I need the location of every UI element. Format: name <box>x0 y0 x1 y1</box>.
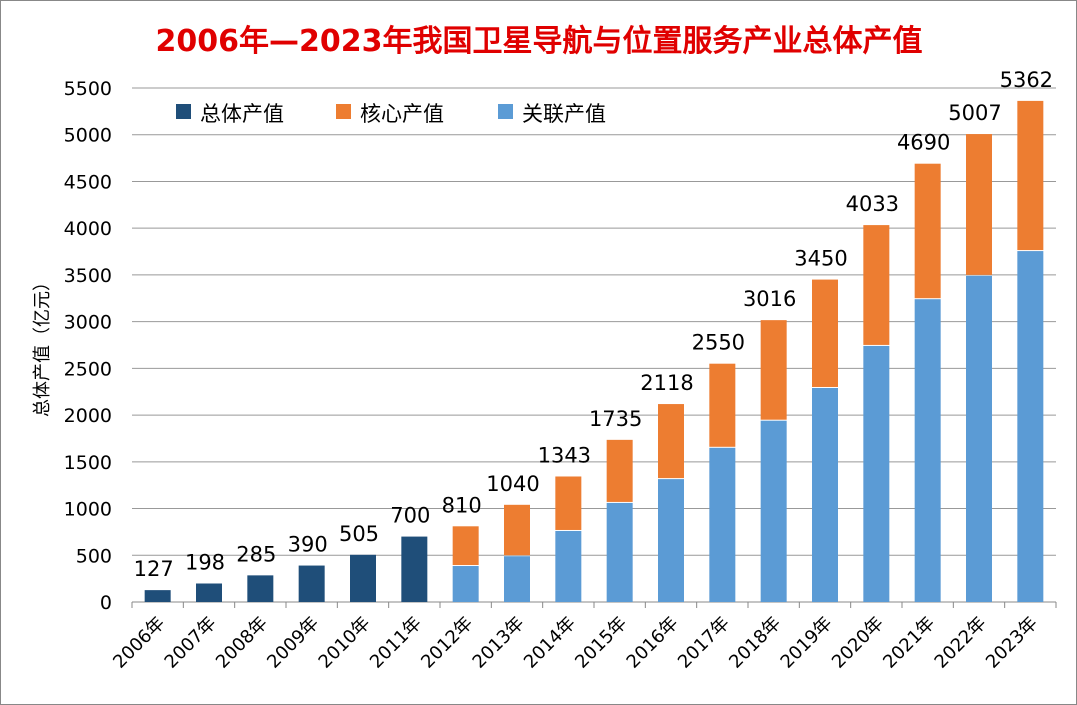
data-label: 1735 <box>589 407 642 431</box>
bar-related-2022年 <box>966 275 992 602</box>
bar-related-2012年 <box>452 566 479 602</box>
bar-core-2015年 <box>606 439 633 502</box>
data-label: 127 <box>134 557 174 581</box>
x-tick-label: 2009年 <box>263 613 323 673</box>
data-label: 390 <box>288 533 328 557</box>
legend-swatch <box>498 104 513 119</box>
x-tick-label: 2023年 <box>982 613 1042 673</box>
y-tick-label: 5500 <box>64 78 112 100</box>
y-tick-label: 0 <box>100 592 112 614</box>
bar-core-2013年 <box>504 504 530 556</box>
data-label: 505 <box>339 522 379 546</box>
data-label: 2118 <box>640 371 693 395</box>
bar-total-2009年 <box>298 565 325 602</box>
x-tick-label: 2019年 <box>777 613 837 673</box>
legend-label: 总体产值 <box>200 102 284 126</box>
data-label: 2550 <box>692 331 745 355</box>
bar-related-2020年 <box>863 345 890 602</box>
x-tick-label: 2006年 <box>109 613 169 673</box>
data-label: 285 <box>236 542 276 566</box>
y-tick-label: 2000 <box>64 405 112 427</box>
bar-related-2018年 <box>760 420 787 602</box>
y-tick-label: 5000 <box>64 125 112 147</box>
bar-related-2014年 <box>555 530 582 602</box>
x-tick-label: 2021年 <box>879 613 939 673</box>
x-tick-label: 2007年 <box>161 613 221 673</box>
y-tick-label: 1500 <box>64 452 112 474</box>
legend-swatch <box>176 104 191 119</box>
bar-core-2019年 <box>812 279 838 387</box>
bar-total-2007年 <box>196 583 222 602</box>
x-tick-label: 2011年 <box>366 613 426 673</box>
bar-core-2021年 <box>914 163 941 299</box>
y-axis-label: 总体产值（亿元） <box>32 273 53 417</box>
data-label: 810 <box>442 493 482 517</box>
bar-total-2010年 <box>350 554 376 602</box>
data-label: 3016 <box>743 287 796 311</box>
bar-related-2023年 <box>1017 251 1044 602</box>
x-tick-label: 2017年 <box>674 613 734 673</box>
legend-label: 关联产值 <box>522 102 606 126</box>
data-label: 5007 <box>948 101 1001 125</box>
bar-related-2021年 <box>914 299 941 602</box>
y-tick-label: 3000 <box>64 312 112 334</box>
legend-label: 核心产值 <box>360 102 444 126</box>
data-label: 3450 <box>794 247 847 271</box>
data-label: 198 <box>185 550 225 574</box>
y-tick-label: 3500 <box>64 265 112 287</box>
x-tick-label: 2020年 <box>828 613 888 673</box>
y-tick-label: 1000 <box>64 499 112 521</box>
bar-total-2011年 <box>401 536 428 602</box>
y-tick-label: 4000 <box>64 218 112 240</box>
bar-related-2019年 <box>812 387 838 602</box>
x-tick-label: 2013年 <box>469 613 529 673</box>
bar-total-2006年 <box>144 590 171 602</box>
bar-core-2020年 <box>863 225 890 345</box>
x-tick-label: 2014年 <box>520 613 580 673</box>
x-tick-label: 2016年 <box>623 613 683 673</box>
bar-core-2012年 <box>452 526 479 566</box>
legend-swatch <box>336 104 351 119</box>
bar-core-2017年 <box>709 363 736 447</box>
data-label: 5362 <box>1000 68 1053 92</box>
x-tick-label: 2010年 <box>315 613 375 673</box>
chart-title: 2006年—2023年我国卫星导航与位置服务产业总体产值 <box>156 24 923 59</box>
x-tick-label: 2008年 <box>212 613 272 673</box>
bar-core-2023年 <box>1017 100 1044 251</box>
bar-core-2014年 <box>555 476 582 530</box>
bar-total-2008年 <box>247 575 274 602</box>
x-tick-label: 2015年 <box>571 613 631 673</box>
x-tick-label: 2012年 <box>417 613 477 673</box>
bar-core-2016年 <box>658 404 684 479</box>
data-label: 4690 <box>897 131 950 155</box>
bar-core-2018年 <box>760 320 787 420</box>
data-label: 1343 <box>538 443 591 467</box>
y-tick-label: 4500 <box>64 171 112 193</box>
bar-related-2013年 <box>504 556 530 602</box>
y-tick-label: 500 <box>76 545 112 567</box>
x-tick-label: 2018年 <box>725 613 785 673</box>
bar-related-2017年 <box>709 447 736 602</box>
x-tick-label: 2022年 <box>931 613 991 673</box>
data-label: 4033 <box>846 192 899 216</box>
bar-related-2015年 <box>606 502 633 602</box>
bar-related-2016年 <box>658 479 684 602</box>
data-label: 700 <box>390 504 430 528</box>
bar-core-2022年 <box>966 134 992 275</box>
y-tick-label: 2500 <box>64 358 112 380</box>
data-label: 1040 <box>486 472 539 496</box>
